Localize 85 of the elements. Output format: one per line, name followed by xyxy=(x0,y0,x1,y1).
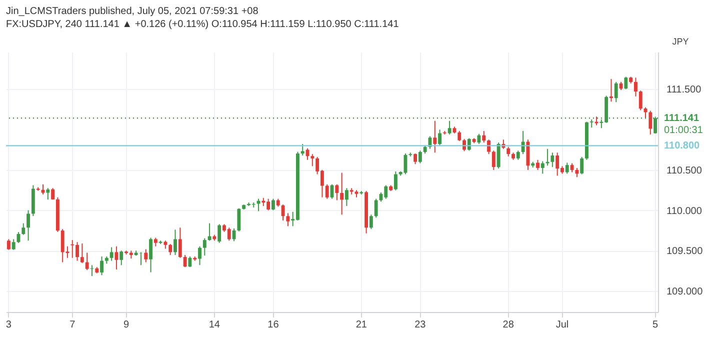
candlestick xyxy=(624,76,628,90)
x-tick-label: 28 xyxy=(502,320,514,330)
candlestick xyxy=(610,78,613,102)
candlestick xyxy=(168,244,172,256)
candlestick xyxy=(85,252,89,271)
candlestick xyxy=(198,246,202,266)
candlestick xyxy=(149,237,152,273)
candlestick xyxy=(477,133,481,144)
candlestick xyxy=(482,130,486,144)
x-tick-label: 14 xyxy=(208,320,220,330)
x-tick-label: 9 xyxy=(123,320,130,330)
candlestick xyxy=(414,152,417,165)
candlestick xyxy=(516,150,520,160)
candlestick xyxy=(120,250,124,266)
candlestick xyxy=(448,120,452,135)
candlestick xyxy=(144,248,148,263)
candlestick xyxy=(565,162,569,174)
candlestick xyxy=(272,198,275,211)
x-tick-label: 16 xyxy=(268,320,280,330)
candlestick xyxy=(325,184,329,200)
candlestick xyxy=(76,242,79,262)
candlestick xyxy=(110,246,114,262)
x-tick-label: 7 xyxy=(70,320,76,330)
x-tick-label: 5 xyxy=(652,320,659,330)
candlestick xyxy=(202,238,206,256)
y-tick-label: 110.000 xyxy=(666,206,702,217)
candlestick xyxy=(648,110,652,135)
candlestick xyxy=(526,139,530,170)
candlestick xyxy=(183,254,187,268)
candlestick xyxy=(487,139,490,155)
candlestick xyxy=(438,129,442,146)
candlestick xyxy=(330,184,334,200)
ref-line-label: 110.800 xyxy=(664,140,700,152)
candlestick xyxy=(506,146,510,157)
candlestick xyxy=(218,224,222,244)
candlestick xyxy=(550,152,554,168)
candlestick xyxy=(188,256,192,268)
y-tick-label: 111.500 xyxy=(666,84,702,96)
candlestick xyxy=(492,150,496,170)
candlestick xyxy=(22,222,26,236)
candlestick xyxy=(536,159,540,170)
candlestick xyxy=(638,90,642,111)
ref-line-label: 111.141 xyxy=(664,113,700,124)
candlestick xyxy=(340,172,344,216)
candlestick xyxy=(306,148,310,160)
candlestick xyxy=(6,238,10,250)
candlestick xyxy=(540,160,544,174)
candlestick xyxy=(614,81,618,103)
chart-subtitle: FX:USDJPY, 240 111.141 ▲ +0.126 (+0.11%) O:110.954 H:111.159 L:110.950 C:111.141 xyxy=(6,19,400,30)
x-tick-label: 23 xyxy=(414,320,426,330)
candlestick xyxy=(433,120,437,154)
candlestick xyxy=(344,188,348,206)
candlestick xyxy=(546,148,550,166)
candlestick xyxy=(174,229,177,256)
candlestick xyxy=(178,227,182,258)
candlestick xyxy=(458,130,462,142)
candlestick xyxy=(369,214,373,230)
y-axis-title: JPY xyxy=(672,36,689,46)
candlestick xyxy=(310,154,314,167)
candlestick xyxy=(100,256,104,276)
chart-title: Jin_LCMSTraders published, July 05, 2021 07:59:31 +08 xyxy=(6,6,259,17)
candlestick xyxy=(12,238,16,250)
y-tick-label: 109.500 xyxy=(666,246,704,258)
y-tick-label: 110.500 xyxy=(666,165,702,176)
candlestick xyxy=(300,143,304,156)
candlestick xyxy=(46,188,50,200)
y-tick-label: 109.000 xyxy=(666,286,704,298)
candlestick xyxy=(496,142,500,170)
candlestick xyxy=(114,246,118,270)
x-tick-label: 3 xyxy=(6,320,12,330)
candlestick xyxy=(634,77,638,97)
candlestick xyxy=(80,242,84,264)
text: 01:00:31 xyxy=(664,125,704,136)
candlestick xyxy=(286,212,290,227)
candlestick xyxy=(394,170,398,191)
x-tick-label: 21 xyxy=(356,320,368,330)
candlestick xyxy=(208,222,212,242)
candlestick xyxy=(26,210,30,242)
candlestick xyxy=(237,208,241,232)
x-tick-label: Jul xyxy=(556,320,569,330)
candlestick xyxy=(418,150,422,164)
candlestick xyxy=(374,198,378,218)
candlestick xyxy=(580,156,584,175)
candlestick xyxy=(575,167,579,178)
candlestick xyxy=(335,184,339,201)
